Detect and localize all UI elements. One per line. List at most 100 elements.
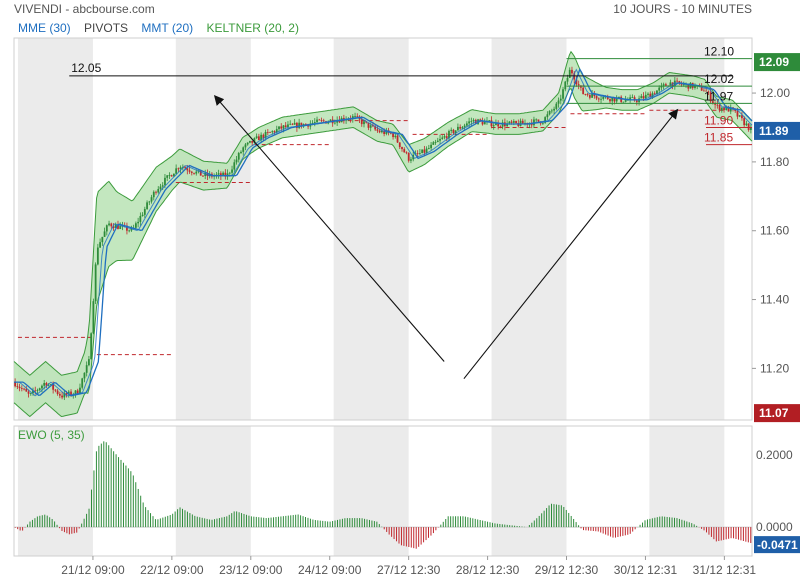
price-tick-label: 11.20 [760, 361, 789, 375]
time-tick-label: 21/12 09:00 [61, 563, 125, 577]
candle-body [705, 90, 708, 92]
candle-body [644, 94, 647, 99]
candle-body [112, 226, 115, 229]
candle-body [275, 129, 278, 133]
candle-body [479, 119, 482, 121]
candle-body [143, 209, 146, 215]
candle-body [155, 191, 157, 193]
candle-body [611, 97, 614, 102]
candle-body [193, 172, 195, 174]
candle-body [148, 201, 151, 203]
candle-body [320, 120, 323, 122]
candle-body [134, 223, 137, 228]
candle-body [170, 175, 173, 177]
candle-body [436, 140, 439, 143]
legend-item-pivots[interactable]: PIVOTS [84, 21, 129, 35]
candle-body [468, 121, 470, 124]
candle-body [396, 135, 399, 143]
price-last-badge: 11.89 [759, 124, 789, 138]
candle-body [291, 123, 294, 125]
candle-body [50, 384, 52, 386]
candle-body [510, 121, 513, 123]
candle-body [550, 110, 553, 112]
candle-body [749, 127, 752, 130]
candle-body [515, 121, 517, 124]
candle-body [103, 231, 106, 237]
candle-body [647, 93, 649, 95]
candle-body [96, 247, 99, 265]
candle-body [101, 236, 104, 243]
candle-body [582, 87, 585, 95]
candle-body [45, 382, 48, 386]
candle-body [318, 119, 321, 121]
candle-body [246, 142, 249, 145]
candle-body [58, 393, 61, 396]
candle-body [56, 390, 59, 394]
time-tick-label: 27/12 12:30 [377, 563, 441, 577]
candle-body [360, 119, 363, 125]
time-tick-label: 22/12 09:00 [140, 563, 204, 577]
candle-body [38, 388, 41, 390]
candle-body [27, 391, 30, 394]
candle-body [508, 121, 511, 124]
candle-body [694, 85, 696, 88]
candle-body [568, 69, 571, 78]
candle-body [597, 98, 600, 100]
candle-body [738, 115, 741, 117]
candle-body [47, 384, 50, 386]
candle-body [669, 82, 672, 86]
candle-body [566, 77, 569, 82]
candle-body [199, 170, 202, 176]
candle-body [662, 84, 665, 86]
candle-body [249, 140, 251, 143]
candle-body [240, 151, 242, 154]
candle-body [188, 170, 191, 172]
candle-body [150, 197, 153, 202]
candle-body [729, 107, 732, 112]
candle-body [656, 90, 658, 95]
candle-body [573, 73, 576, 80]
pivot-levels [17, 109, 752, 356]
candle-body [367, 122, 370, 128]
candle-body [164, 177, 166, 186]
legend-item-mme[interactable]: MME (30) [18, 21, 71, 35]
candle-body [392, 133, 394, 138]
candle-body [425, 148, 428, 153]
candle-body [432, 142, 435, 145]
keltner-upper-line [13, 50, 753, 376]
candle-body [682, 84, 685, 86]
session-band [175, 426, 251, 556]
candle-body [63, 393, 66, 398]
candle-body [454, 130, 457, 134]
candle-body [202, 175, 204, 177]
candle-body [629, 97, 632, 100]
candle-body [90, 333, 93, 360]
target-label: 11.97 [704, 89, 733, 103]
ewo-pane-border [13, 425, 753, 557]
candle-body [313, 122, 316, 124]
candle-body [497, 122, 500, 127]
chart-source-title: VIVENDI - abcbourse.com [14, 2, 155, 16]
candle-body [457, 126, 459, 131]
candle-body [108, 223, 110, 226]
candle-body [65, 393, 68, 395]
candle-body [94, 264, 97, 302]
keltner-lower-line [13, 87, 753, 418]
candle-body [443, 136, 446, 138]
legend-item-mmt[interactable]: MMT (20) [141, 21, 194, 35]
candle-body [128, 230, 131, 232]
candle-body [407, 153, 410, 161]
legend-item-keltner[interactable]: KELTNER (20, 2) [206, 21, 299, 35]
candle-body [99, 242, 101, 248]
candle-body [595, 96, 598, 99]
stop-label: 11.85 [704, 131, 733, 145]
candle-body [711, 101, 714, 104]
candle-body [278, 126, 280, 130]
moving-averages [14, 67, 753, 397]
candle-body [555, 103, 558, 109]
trend-arrow [213, 94, 445, 362]
stop-label: 11.90 [704, 113, 733, 127]
candle-body [322, 120, 325, 122]
candle-body [448, 130, 450, 139]
candle-body [119, 226, 122, 229]
